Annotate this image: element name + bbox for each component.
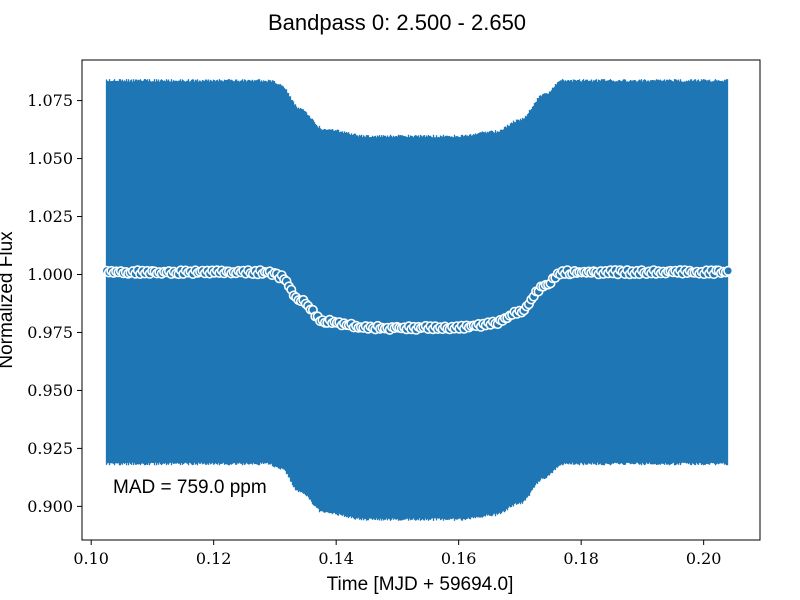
x-axis: 0.10 0.12 0.14 0.16 0.18 0.20 (73, 540, 721, 568)
plot-area (101, 79, 734, 521)
chart-title: Bandpass 0: 2.500 - 2.650 (268, 10, 526, 35)
mad-annotation: MAD = 759.0 ppm (113, 477, 267, 498)
y-axis: 0.900 0.925 0.950 0.975 1.000 1.025 1.050 1.075 (27, 91, 82, 516)
x-tick-label: 0.16 (441, 549, 477, 568)
data-point (723, 265, 734, 276)
y-tick-label: 0.900 (27, 497, 73, 516)
y-tick-label: 1.075 (27, 91, 73, 110)
y-tick-label: 1.025 (27, 207, 73, 226)
y-axis-label: Normalized Flux (0, 231, 17, 369)
x-tick-label: 0.18 (563, 549, 599, 568)
x-tick-label: 0.12 (196, 549, 232, 568)
x-axis-label: Time [MJD + 59694.0] (327, 574, 514, 595)
y-tick-label: 0.925 (27, 439, 73, 458)
y-tick-label: 0.950 (27, 381, 73, 400)
x-tick-label: 0.14 (318, 549, 354, 568)
x-tick-label: 0.10 (73, 549, 109, 568)
y-tick-label: 0.975 (27, 323, 73, 342)
y-tick-label: 1.050 (27, 149, 73, 168)
data-point-series (101, 265, 734, 335)
y-tick-label: 1.000 (27, 265, 73, 284)
x-tick-label: 0.20 (686, 549, 722, 568)
plot-frame (81, 59, 761, 541)
error-bar-series (105, 79, 729, 521)
